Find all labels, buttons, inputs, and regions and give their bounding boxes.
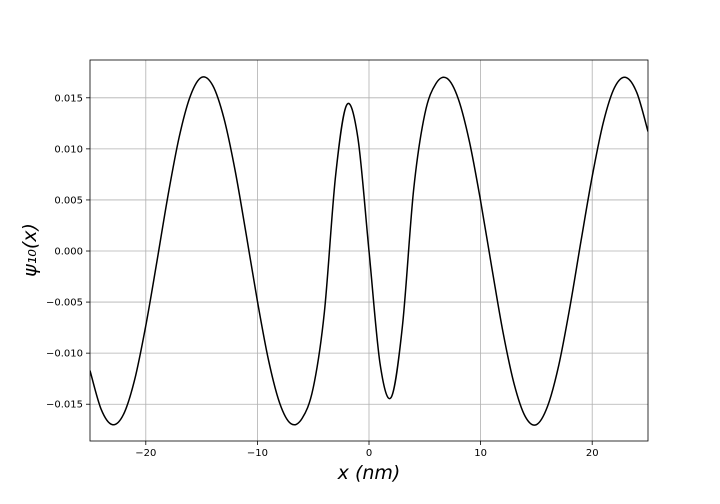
x-tick-label: −20	[135, 448, 156, 459]
x-tick-label: 10	[474, 448, 487, 459]
x-tick-label: −10	[247, 448, 268, 459]
y-axis-label: ψ₁₀(x)	[19, 223, 41, 277]
y-tick-label: 0.000	[54, 247, 83, 258]
y-tick-label: 0.005	[54, 195, 83, 206]
y-tick-label: −0.010	[46, 349, 83, 360]
x-tick-label: 0	[366, 448, 372, 459]
y-tick-label: −0.015	[46, 400, 83, 411]
line	[90, 76, 648, 426]
x-axis-label: x (nm)	[337, 462, 401, 484]
y-tick-label: −0.005	[46, 298, 83, 309]
x-tick-label: 20	[586, 448, 599, 459]
y-tick-label: 0.015	[54, 93, 83, 104]
plot-frame	[89, 59, 649, 442]
y-tick-label: 0.010	[54, 144, 83, 155]
